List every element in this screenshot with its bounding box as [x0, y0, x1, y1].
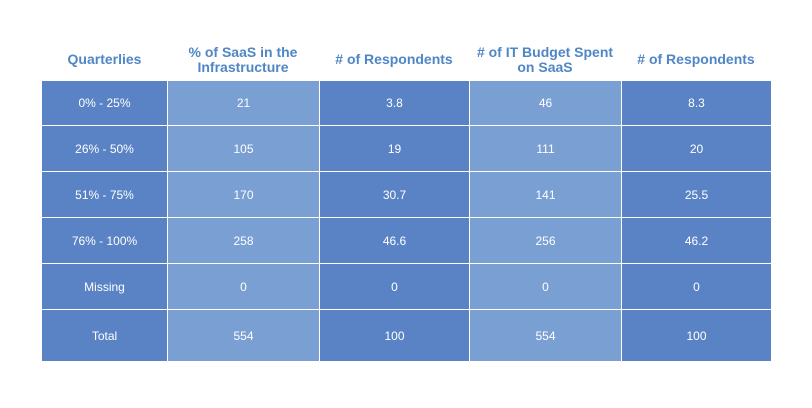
- table-cell: 105: [167, 126, 319, 171]
- table-row: 0% - 25% 21 3.8 46 8.3: [42, 81, 771, 125]
- table-row: Missing 0 0 0 0: [42, 263, 771, 309]
- table-cell: 8.3: [621, 81, 771, 125]
- data-table: Quarterlies % of SaaS in the Infrastruct…: [42, 38, 771, 361]
- table-cell: 30.7: [319, 172, 469, 217]
- column-header-respondents-2: # of Respondents: [637, 51, 755, 67]
- table-cell: 46.6: [319, 218, 469, 263]
- column-header-saas-infrastructure: % of SaaS in the Infrastructure: [188, 43, 298, 75]
- table-cell: 46.2: [621, 218, 771, 263]
- table-cell: 46: [469, 81, 621, 125]
- row-label: Total: [42, 310, 167, 361]
- table-cell: 0: [319, 264, 469, 309]
- table-cell: 170: [167, 172, 319, 217]
- column-header-it-budget-saas: # of IT Budget Spent on SaaS: [476, 43, 614, 75]
- table-cell: 111: [469, 126, 621, 171]
- table-cell: 554: [469, 310, 621, 361]
- table-cell: 3.8: [319, 81, 469, 125]
- table-body: 0% - 25% 21 3.8 46 8.3 26% - 50% 105 19 …: [42, 81, 771, 361]
- table-cell: 25.5: [621, 172, 771, 217]
- table-cell: 141: [469, 172, 621, 217]
- table-cell: 0: [469, 264, 621, 309]
- row-label: 51% - 75%: [42, 172, 167, 217]
- table-header-row: Quarterlies % of SaaS in the Infrastruct…: [42, 38, 771, 81]
- row-label: 26% - 50%: [42, 126, 167, 171]
- table-cell: 256: [469, 218, 621, 263]
- table-cell: 21: [167, 81, 319, 125]
- table-row: 26% - 50% 105 19 111 20: [42, 125, 771, 171]
- table-row: 76% - 100% 258 46.6 256 46.2: [42, 217, 771, 263]
- table-cell: 554: [167, 310, 319, 361]
- table-cell: 20: [621, 126, 771, 171]
- table-cell: 258: [167, 218, 319, 263]
- column-header-respondents-1: # of Respondents: [335, 51, 453, 67]
- table-row-total: Total 554 100 554 100: [42, 309, 771, 361]
- table-cell: 0: [621, 264, 771, 309]
- column-header-quarterlies: Quarterlies: [67, 51, 142, 67]
- table-cell: 19: [319, 126, 469, 171]
- table-cell: 100: [319, 310, 469, 361]
- table-row: 51% - 75% 170 30.7 141 25.5: [42, 171, 771, 217]
- row-label: 76% - 100%: [42, 218, 167, 263]
- table-cell: 100: [621, 310, 771, 361]
- row-label: 0% - 25%: [42, 81, 167, 125]
- row-label: Missing: [42, 264, 167, 309]
- table-cell: 0: [167, 264, 319, 309]
